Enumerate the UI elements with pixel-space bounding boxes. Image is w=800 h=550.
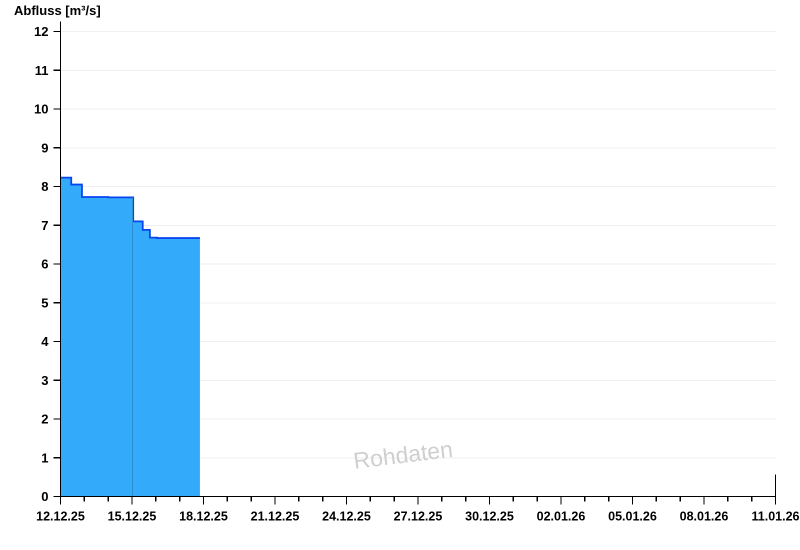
y-tick-label: 11: [35, 63, 49, 78]
y-tick-label: 5: [41, 295, 48, 310]
gridlines: [60, 31, 776, 497]
y-tick-label: 4: [41, 334, 49, 349]
series-area-fill: [60, 177, 200, 497]
x-tick-label: 08.01.26: [680, 510, 729, 524]
series-outline: [60, 176, 200, 239]
y-tick-label: 7: [41, 218, 48, 233]
y-tick-label: 0: [41, 489, 48, 504]
x-tick-label: 21.12.25: [251, 510, 300, 524]
data-series-abfluss: [60, 176, 200, 497]
y-tick-label: 2: [41, 412, 48, 427]
x-tick-label: 15.12.25: [108, 510, 157, 524]
x-axis-ticks: 12.12.25 15.12.25 18.12.25 21.12.25 24.12.25…: [36, 496, 800, 524]
x-tick-label: 27.12.25: [394, 510, 443, 524]
x-tick-label: 30.12.25: [465, 510, 514, 524]
y-tick-label: 10: [34, 102, 48, 117]
y-tick-label: 9: [41, 140, 48, 155]
y-tick-label: 12: [34, 24, 48, 39]
x-tick-label: 12.12.25: [36, 510, 85, 524]
x-tick-label: 11.01.26: [752, 510, 800, 524]
x-tick-label: 24.12.25: [322, 510, 371, 524]
y-tick-label: 8: [41, 179, 48, 194]
x-tick-label: 18.12.25: [179, 510, 228, 524]
y-tick-label: 6: [41, 257, 48, 272]
y-tick-label: 1: [41, 450, 48, 465]
x-tick-label: 02.01.26: [537, 510, 586, 524]
y-tick-label: 3: [41, 373, 48, 388]
y-axis-title: Abfluss [m³/s]: [14, 3, 101, 18]
x-tick-label: 05.01.26: [608, 510, 657, 524]
